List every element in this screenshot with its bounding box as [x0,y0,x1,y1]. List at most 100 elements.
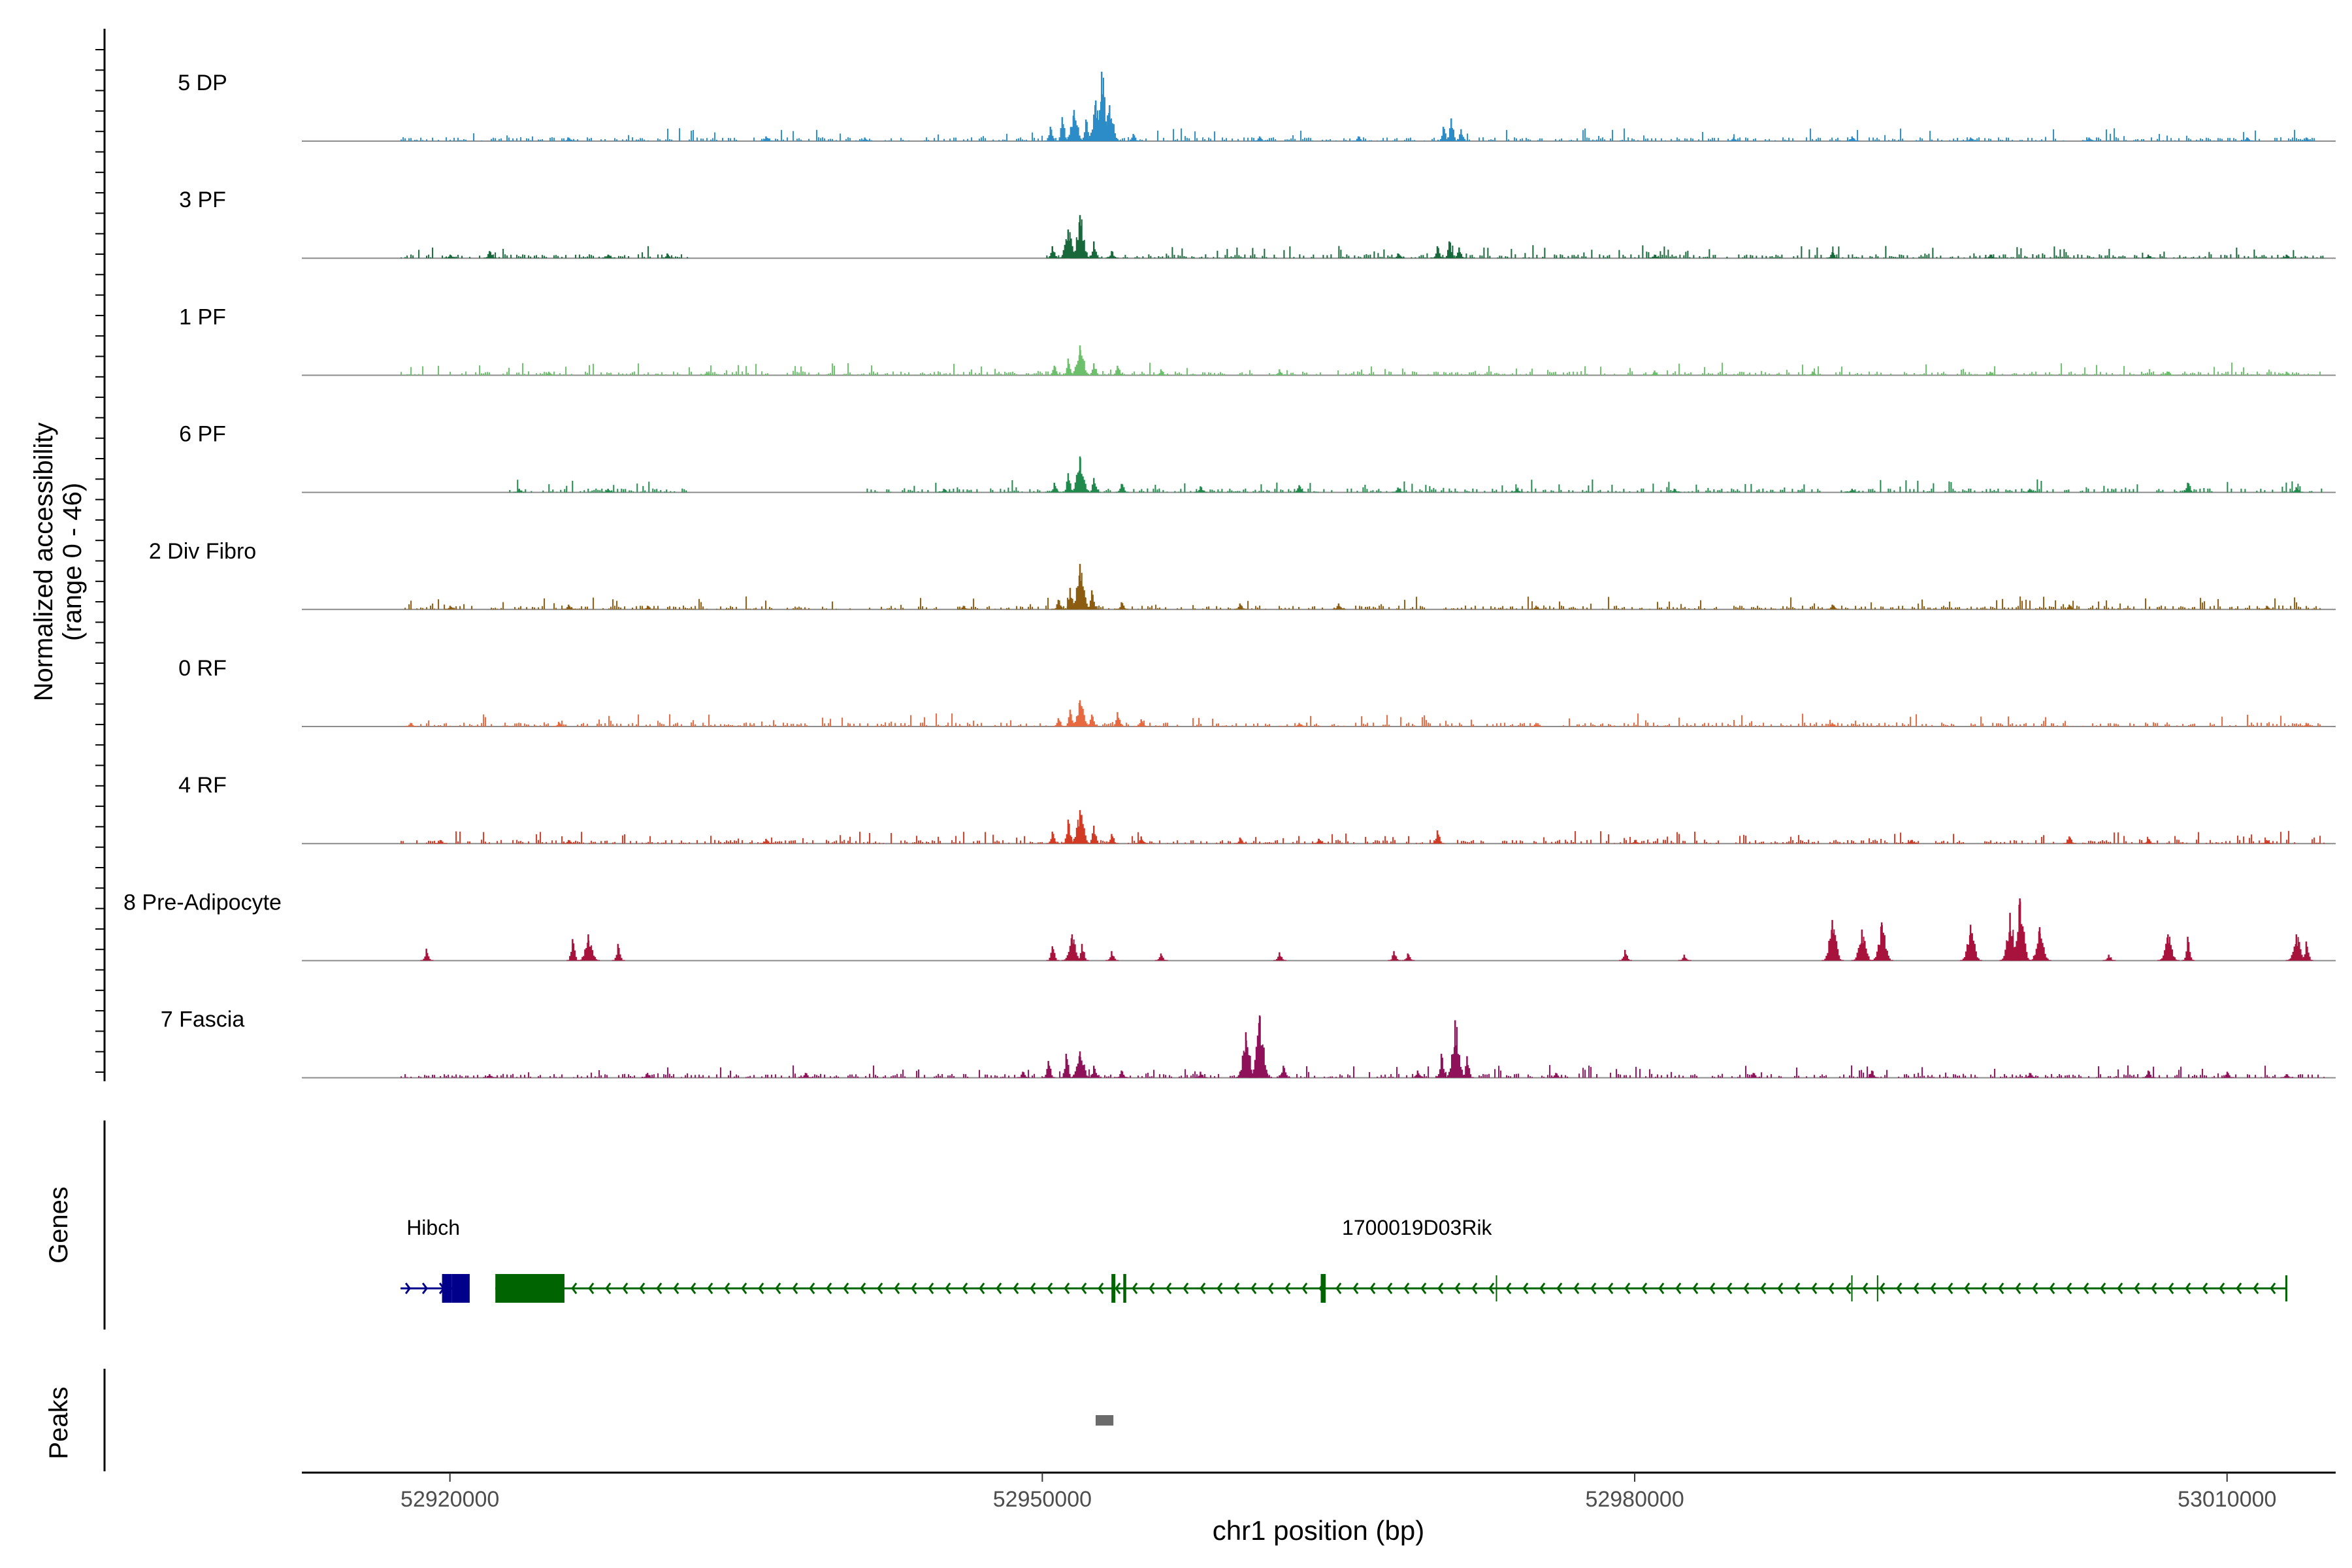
coverage-peak [602,489,615,493]
coverage-peak [1085,100,1107,141]
coverage-peak [2142,838,2155,844]
coverage-peak [1443,241,1456,259]
x-tick-label: 52920000 [400,1487,499,1512]
track-label: 4 RF [178,773,227,798]
coverage-peak [1959,924,1982,961]
track-1-pf: 1 PF [179,304,2336,376]
coverage-peak [434,840,448,844]
coverage-peak [563,604,576,610]
track-label: 1 PF [179,304,226,329]
gene-hibch: Hibch [400,1216,470,1303]
coverage-peak [1629,840,1642,844]
gene-exon [1123,1274,1126,1303]
coverage-peak [1115,602,1129,610]
coverage-peak [1088,825,1101,844]
coverage-peak [1277,1066,1291,1078]
coverage-peak [1085,714,1099,727]
coverage-peak [1099,105,1122,141]
track-2-div-fibro: 2 Div Fibro [149,539,2336,610]
coverage-peak [2300,137,2313,141]
coverage-peak [1075,943,1089,961]
coverage-peak [1091,71,1113,141]
coverage-peak [1445,118,1458,141]
coverage-noise [400,245,2324,259]
coverage-peak [566,939,580,961]
track-4-rf: 4 RF [178,773,2336,845]
coverage-peak [1678,955,1691,961]
coverage-peak [1194,486,1208,493]
coverage-peak [2261,840,2274,844]
coverage-peak [1062,819,1075,844]
coverage-peak [1999,913,2022,961]
coverage-peak [1127,134,1141,141]
coverage-peak [1062,473,1075,493]
coverage-peak [938,489,951,493]
track-7-fascia: 7 Fascia [161,1007,2336,1079]
gene-exon [1111,1274,1116,1303]
coverage-peak [1826,252,1840,259]
peak-region [1096,1415,1114,1426]
coverage-peak [1194,1071,1208,1078]
coverage-peak [1435,1053,1448,1078]
gene-1700019d03rik: 1700019D03Rik [495,1216,2287,1303]
gene-exon [442,1274,452,1303]
coverage-peak [578,934,600,961]
coverage-peak [799,1073,813,1078]
coverage-peak [2241,137,2254,141]
coverage-peak [1088,363,1101,376]
coverage-peak [1048,482,1062,493]
coverage-peak [404,723,418,727]
coverage-peak [483,251,497,259]
coverage-peak [1064,587,1077,610]
coverage-peak [1411,1070,1425,1078]
coverage-peak [1530,606,1543,610]
coverage-peak [1154,369,1168,376]
coverage-peak [1064,710,1077,727]
coverage-peak [2181,936,2195,961]
coverage-peak [1048,365,1062,376]
coverage-peak [2023,489,2037,493]
coverage-peak [1115,483,1129,493]
coverage-peak [1069,809,1092,844]
coverage-peak [2285,934,2308,961]
coverage-peak [1747,1073,1761,1078]
coverage-peak [1461,1056,1475,1078]
track-label: 6 PF [179,422,226,447]
coverage-peak [1437,127,1450,141]
coverage-peak [1088,478,1101,493]
coverage-peak [1085,590,1099,610]
coverage-peak [1964,137,1978,141]
coverage-peak [552,721,566,727]
coverage-peak [1105,251,1119,259]
coverage-peak [2023,1073,2037,1078]
x-tick-label: 52980000 [1585,1487,1684,1512]
coverage-peak [2162,371,2176,376]
coverage-peak [1069,700,1092,727]
coverage-peak [1530,723,1543,727]
coverage-peak [1079,120,1093,141]
gene-label: Hibch [406,1216,460,1239]
track-label: 2 Div Fibro [149,539,256,564]
coverage-peak [2102,955,2116,961]
coverage-peak [1069,345,1092,376]
coverage-peak [1668,489,1682,493]
coverage-peak [1388,951,1401,961]
coverage-peak [1293,723,1307,727]
coverage-peak [1826,604,1840,610]
coverage-noise [509,479,2323,493]
coverage-peak [1105,834,1119,844]
coverage-peak [444,606,457,610]
coverage-peak [1060,1053,1073,1078]
track-label: 8 Pre-Adipocyte [123,890,282,915]
track-label: 3 PF [179,188,226,212]
coverage-peak [1017,1071,1030,1078]
coverage-peak [1042,1060,1056,1078]
coverage-peak [2157,934,2180,961]
coverage-peak [1648,254,1662,259]
coverage-noise [400,1065,2325,1078]
coverage-peak [1806,371,1820,376]
coverage-peak [1046,246,1060,259]
coverage-peak [2063,604,2076,610]
coverage-peak [2261,606,2274,610]
